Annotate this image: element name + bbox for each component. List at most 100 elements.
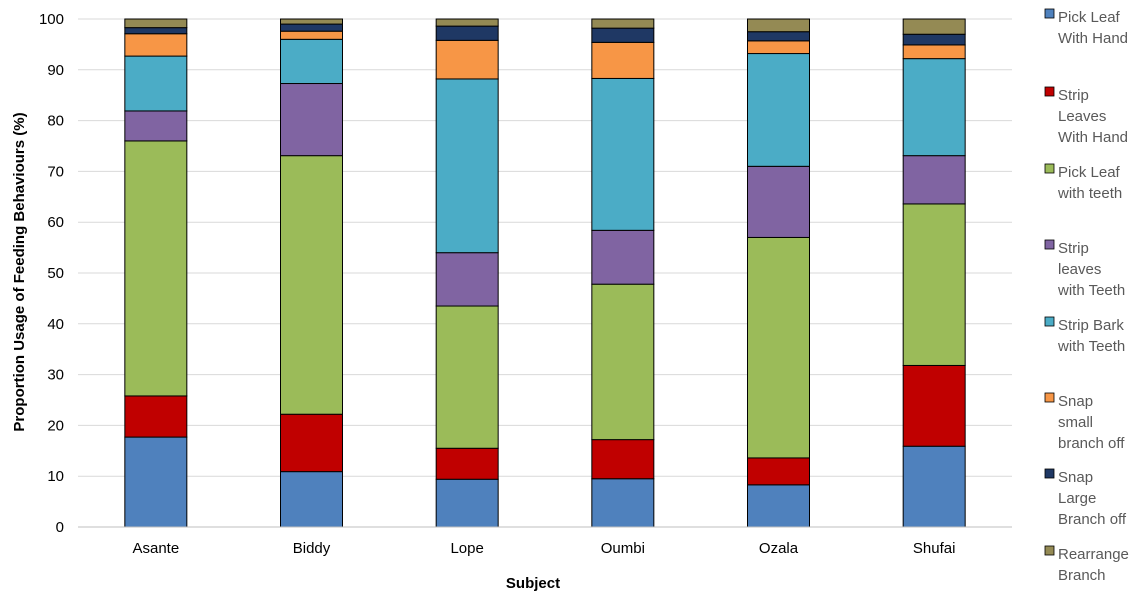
bar-segment-biddy-6 bbox=[280, 23, 343, 32]
bar-segment-biddy-4 bbox=[280, 38, 343, 85]
x-tick-label: Shufai bbox=[913, 540, 956, 557]
legend-swatch bbox=[1044, 316, 1055, 327]
x-axis-title: Subject bbox=[506, 575, 560, 592]
legend-label: branch off bbox=[1058, 435, 1125, 452]
y-tick-label: 0 bbox=[56, 519, 64, 536]
legend-swatch bbox=[1044, 8, 1055, 19]
legend-item: Pick Leaf with teeth bbox=[1044, 163, 1122, 202]
legend-label: Large bbox=[1058, 490, 1096, 507]
bar-segment-asante-3 bbox=[124, 110, 188, 142]
legend-item: Pick Leaf With Hand bbox=[1044, 8, 1128, 47]
bar-segment-ozala-7 bbox=[747, 18, 810, 33]
bar-segment-ozala-0 bbox=[747, 484, 810, 528]
bar-segment-lope-6 bbox=[435, 25, 499, 41]
y-tick-label: 10 bbox=[47, 468, 64, 485]
legend-label: Branch off bbox=[1058, 511, 1127, 528]
bar-segment-biddy-7 bbox=[280, 18, 343, 25]
bar-segment-lope-3 bbox=[435, 252, 499, 307]
x-tick-labels: Asante Biddy Lope Oumbi Ozala Shufai bbox=[132, 540, 955, 557]
legend-swatch bbox=[1044, 163, 1055, 174]
y-tick-label: 50 bbox=[47, 265, 64, 282]
x-tick-label: Biddy bbox=[293, 540, 331, 557]
y-tick-label: 70 bbox=[47, 163, 64, 180]
legend-label: Leaves bbox=[1058, 108, 1106, 125]
bar-segment-lope-7 bbox=[435, 18, 499, 27]
bar-segment-shufai-5 bbox=[902, 44, 966, 60]
bar-segment-lope-5 bbox=[435, 39, 499, 80]
bar-segment-ozala-4 bbox=[747, 53, 810, 167]
legend-label: Snap bbox=[1058, 393, 1093, 410]
y-tick-label: 60 bbox=[47, 214, 64, 231]
legend-label: Strip Bark bbox=[1058, 317, 1124, 334]
legend-label: Branch bbox=[1058, 567, 1106, 584]
legend-label: Strip bbox=[1058, 240, 1089, 257]
bar-segment-asante-5 bbox=[124, 33, 188, 57]
bar-segment-biddy-2 bbox=[280, 155, 343, 415]
bar-segment-ozala-6 bbox=[747, 31, 810, 42]
bar-segment-oumbi-2 bbox=[591, 283, 655, 441]
bar-segment-asante-2 bbox=[124, 140, 188, 397]
legend-label: small bbox=[1058, 414, 1093, 431]
bar-segment-shufai-3 bbox=[902, 155, 966, 205]
bar-segment-lope-1 bbox=[435, 447, 499, 480]
legend-item: Snap Large Branch off bbox=[1044, 468, 1127, 528]
bar-segment-ozala-2 bbox=[747, 236, 810, 459]
y-tick-label: 30 bbox=[47, 367, 64, 384]
bar-segment-ozala-1 bbox=[747, 457, 810, 486]
y-axis-title: Proportion Usage of Feeding Behaviours (… bbox=[11, 112, 28, 431]
x-tick-label: Ozala bbox=[759, 540, 799, 557]
bar-segment-biddy-0 bbox=[280, 471, 343, 528]
legend-swatch bbox=[1044, 239, 1055, 250]
legend-label: Strip bbox=[1058, 87, 1089, 104]
bar-segment-shufai-7 bbox=[902, 18, 966, 35]
y-tick-label: 20 bbox=[47, 417, 64, 434]
bar-segment-shufai-1 bbox=[902, 364, 966, 447]
bar-segment-shufai-6 bbox=[902, 33, 966, 46]
bar-segment-asante-1 bbox=[124, 395, 188, 438]
bar-segment-shufai-2 bbox=[902, 203, 966, 366]
legend-label: with teeth bbox=[1057, 185, 1122, 202]
legend-label: With Hand bbox=[1058, 129, 1128, 146]
y-tick-label: 80 bbox=[47, 113, 64, 130]
x-tick-label: Asante bbox=[132, 540, 179, 557]
bar-segment-asante-7 bbox=[124, 18, 188, 29]
legend-label: Rearrange bbox=[1058, 546, 1129, 563]
legend-label: with Teeth bbox=[1057, 338, 1125, 355]
bar-segment-biddy-3 bbox=[280, 83, 343, 157]
legend-swatch bbox=[1044, 545, 1055, 556]
gridlines bbox=[78, 18, 1012, 477]
legend-swatch bbox=[1044, 468, 1055, 479]
x-tick-label: Oumbi bbox=[601, 540, 645, 557]
bar-segment-oumbi-3 bbox=[591, 229, 655, 285]
bar-segment-asante-4 bbox=[124, 55, 188, 112]
y-tick-label: 90 bbox=[47, 62, 64, 79]
y-tick-label: 100 bbox=[39, 11, 64, 28]
bar-segment-oumbi-1 bbox=[591, 439, 655, 480]
bar-segment-oumbi-6 bbox=[591, 27, 655, 43]
bars bbox=[124, 18, 966, 528]
y-tick-label: 40 bbox=[47, 316, 64, 333]
legend-item: Strip leaves with Teeth bbox=[1044, 239, 1125, 299]
legend-swatch bbox=[1044, 86, 1055, 97]
legend-item: Strip Leaves With Hand bbox=[1044, 86, 1128, 146]
legend-label: Snap bbox=[1058, 469, 1093, 486]
bar-segment-oumbi-0 bbox=[591, 478, 655, 528]
bar-segment-biddy-1 bbox=[280, 413, 343, 473]
legend-item: Rearrange Branch bbox=[1044, 545, 1129, 584]
bar-segment-shufai-0 bbox=[902, 445, 966, 528]
bar-segment-asante-6 bbox=[124, 27, 188, 35]
bar-segment-ozala-5 bbox=[747, 40, 810, 55]
bar-segment-lope-4 bbox=[435, 78, 499, 254]
legend-swatch bbox=[1044, 392, 1055, 403]
bar-segment-oumbi-7 bbox=[591, 18, 655, 29]
bar-segment-lope-2 bbox=[435, 305, 499, 449]
bar-segment-oumbi-4 bbox=[591, 77, 655, 231]
bar-segment-asante-0 bbox=[124, 436, 188, 528]
legend-item: Strip Bark with Teeth bbox=[1044, 316, 1125, 355]
legend-item: Snap small branch off bbox=[1044, 392, 1125, 452]
legend-label: With Hand bbox=[1058, 30, 1128, 47]
x-tick-label: Lope bbox=[450, 540, 483, 557]
bar-segment-shufai-4 bbox=[902, 58, 966, 157]
